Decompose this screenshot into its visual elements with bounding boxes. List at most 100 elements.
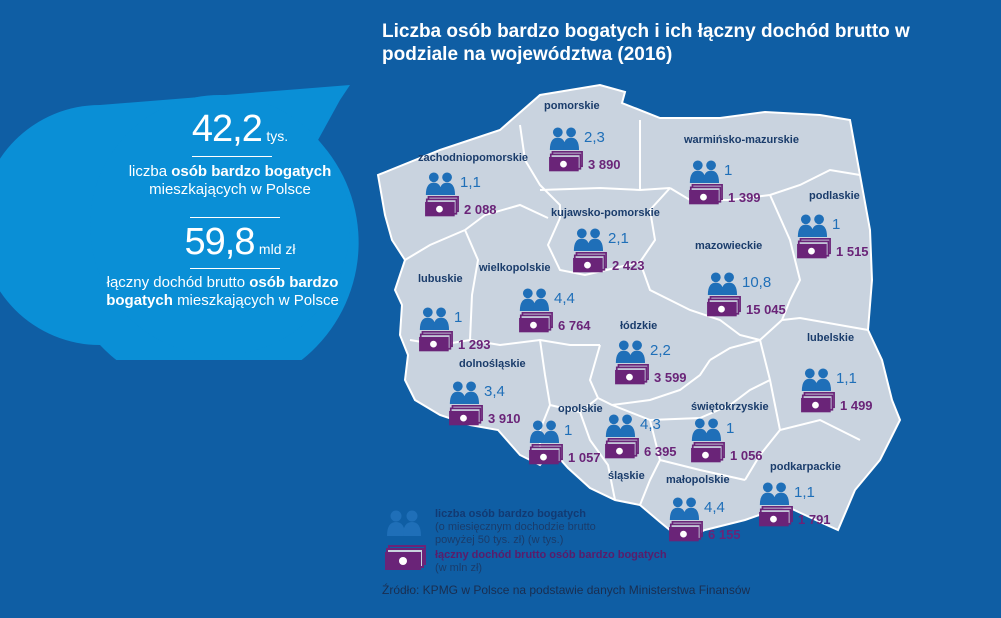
region-11-people-value: 1 [564,422,573,439]
legend-income: łączny dochód brutto osób bardzo bogatyc… [435,549,667,575]
region-1-name: warmińsko-mazurskie [684,134,799,146]
region-8-people-value: 2,2 [650,342,671,359]
people-icon [572,228,604,251]
people-icon [706,272,738,295]
region-12-name: śląskie [608,470,645,482]
region-6-name: lubuskie [418,273,463,285]
money-icon [424,196,460,218]
people-desc-post: mieszkających w Polsce [149,181,311,198]
money-icon [572,252,608,274]
legend-people-icon [387,510,421,536]
region-11-name: opolskie [558,403,603,415]
region-0-name: pomorskie [544,100,600,112]
region-9-name: lubelskie [807,332,855,344]
region-6-people-value: 1 [454,309,463,326]
people-icon [668,497,700,520]
region-7-name: wielkopolskie [479,262,551,274]
legend-people-line2: (o miesięcznym dochodzie brutto [435,521,596,533]
people-icon [758,482,790,505]
income-desc-pre: łączny dochód brutto [106,274,250,291]
income-desc-post: mieszkających w Polsce [177,292,339,309]
summary-bubble [0,85,359,360]
people-total-value: 42,2 [191,108,263,150]
money-icon [518,312,554,334]
people-icon [690,418,722,441]
source-note: Źródło: KPMG w Polsce na podstawie danyc… [382,583,751,597]
region-12-income-value: 6 395 [644,444,677,459]
legend-people-line3: powyżej 50 tys. zł) (w tys.) [435,534,564,546]
region-9-people-value: 1,1 [836,370,857,387]
people-total-unit: tys. [266,128,289,144]
money-icon [796,238,832,260]
legend-people: liczba osób bardzo bogatych (o miesięczn… [435,508,596,547]
region-8-name: łódzkie [620,320,658,332]
money-icon [614,364,650,386]
income-desc-bold: osób bardzo bogatych [106,274,339,309]
region-13-people-value: 1 [726,420,735,437]
money-icon [758,506,794,528]
people-icon [424,172,456,195]
income-total-unit: mld zł [258,241,296,257]
region-2-people-value: 1,1 [460,174,481,191]
money-icon [690,442,726,464]
region-1-income-value: 1 399 [728,190,761,205]
income-divider-top [190,217,280,218]
people-icon [448,381,480,404]
people-icon [800,368,832,391]
people-icon [688,160,720,183]
region-10-people-value: 3,4 [484,383,505,400]
people-icon [518,288,550,311]
region-7-people-value: 4,4 [554,290,575,307]
income-divider [190,268,280,269]
money-icon [706,296,742,318]
money-icon [528,444,564,466]
money-icon [448,405,484,427]
people-icon [614,340,646,363]
region-14-name: małopolskie [666,474,730,486]
income-total: 59,8 mld zł [140,221,340,264]
page-title: Liczba osób bardzo bogatych i ich łączny… [382,21,910,65]
money-icon [548,151,584,173]
region-3-name: podlaskie [809,190,860,202]
money-icon [418,331,454,353]
income-total-description: łączny dochód brutto osób bardzo bogatyc… [100,274,345,310]
people-icon [604,414,636,437]
region-10-name: dolnośląskie [459,358,526,370]
region-0-people-value: 2,3 [584,129,605,146]
region-11-income-value: 1 057 [568,450,601,465]
region-2-income-value: 2 088 [464,202,497,217]
region-0-income-value: 3 890 [588,157,621,172]
people-divider [192,156,272,157]
region-4-name: kujawsko-pomorskie [551,207,660,219]
region-4-people-value: 2,1 [608,230,629,247]
region-5-people-value: 10,8 [742,274,772,291]
region-3-income-value: 1 515 [836,244,869,259]
region-4-income-value: 2 423 [612,258,645,273]
legend-money-icon [385,545,426,570]
region-10-income-value: 3 910 [488,411,521,426]
money-icon [668,521,704,543]
region-13-name: świętokrzyskie [691,401,769,413]
people-icon [796,214,828,237]
region-1-people-value: 1 [724,162,733,179]
region-6-income-value: 1 293 [458,337,491,352]
poland-outline [376,83,902,542]
region-9-income-value: 1 499 [840,398,873,413]
people-icon [528,420,560,443]
region-5-income-value: 15 045 [746,302,786,317]
region-7-income-value: 6 764 [558,318,591,333]
region-15-income-value: 1 791 [798,512,831,527]
people-desc-pre: liczba [128,163,172,180]
people-total-description: liczba osób bardzo bogatych mieszkającyc… [100,163,360,199]
people-desc-bold: osób bardzo bogatych [171,163,332,180]
people-icon [418,307,450,330]
region-3-people-value: 1 [832,216,841,233]
region-5-name: mazowieckie [695,240,763,252]
legend-income-title: łączny dochód brutto osób bardzo bogatyc… [435,549,667,561]
people-total: 42,2 tys. [145,108,335,151]
region-15-people-value: 1,1 [794,484,815,501]
people-icon [548,127,580,150]
legend-income-line2: (w mln zł) [435,562,483,574]
region-15-name: podkarpackie [770,461,841,473]
